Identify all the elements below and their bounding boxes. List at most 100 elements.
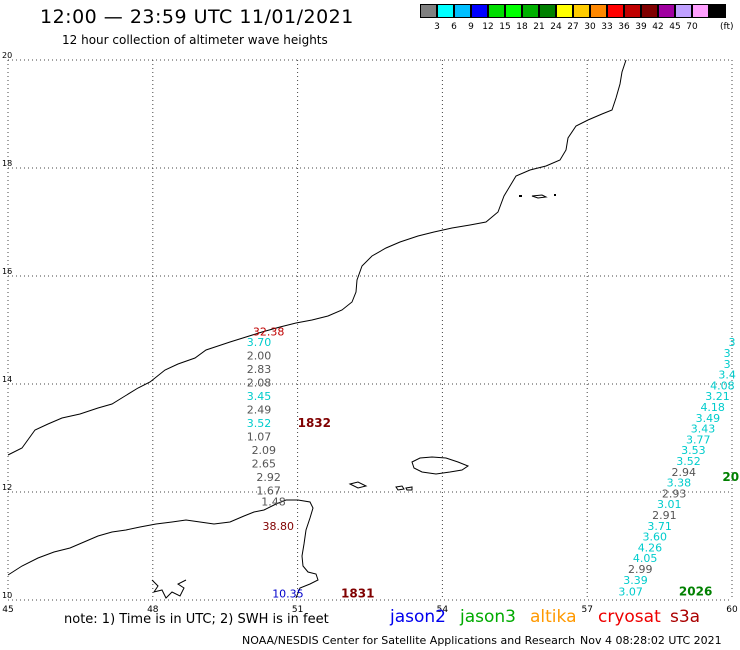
lon-tick-label: 57 [581, 605, 592, 615]
wave-height-value: 3.01 [657, 498, 682, 511]
legend-label: 30 [584, 22, 596, 32]
legend-swatch [505, 4, 522, 18]
legend-label: 42 [652, 22, 664, 32]
pass-time-labels: 1832 1831 20 2026 [298, 416, 739, 600]
wave-height-value: 3.49 [696, 412, 721, 425]
lat-tick-label: 20 [2, 51, 12, 60]
arabian-coast [7, 59, 627, 456]
wave-height-value: 2.99 [628, 563, 653, 576]
legend-label: 3 [434, 22, 440, 32]
legend-swatch [607, 4, 624, 18]
legend-label: 15 [499, 22, 511, 32]
wave-height-value: 3.4 [718, 369, 736, 382]
lat-tick-label: 16 [2, 267, 12, 276]
legend-swatch [437, 4, 454, 18]
wave-height-value: 3.38 [667, 477, 692, 490]
legend-swatch [692, 4, 709, 18]
legend-swatch [539, 4, 556, 18]
lat-tick-label: 14 [2, 375, 12, 384]
lon-tick-label: 45 [2, 605, 13, 615]
legend-swatch [658, 4, 675, 18]
legend-swatch [624, 4, 641, 18]
satellite-name: jason3 [460, 607, 516, 627]
wave-height-value: 2.00 [247, 350, 272, 363]
satellite-name: cryosat [598, 607, 661, 627]
legend-swatch [675, 4, 692, 18]
wave-height-value: 4.26 [638, 541, 663, 554]
legend-label: 18 [516, 22, 528, 32]
island [395, 485, 405, 491]
lat-tick-label: 12 [2, 483, 12, 492]
pass-time-label: 2026 [679, 585, 712, 599]
wave-height-value: 3.70 [247, 336, 272, 349]
wave-height-value: 2.83 [247, 363, 272, 376]
wave-height-value: 2.94 [671, 466, 696, 479]
wave-height-value: 4.08 [710, 379, 735, 392]
legend-label: 24 [550, 22, 562, 32]
legend-swatch [556, 4, 573, 18]
pass-time-label: 1831 [341, 586, 374, 600]
legend-swatch [420, 4, 437, 18]
legend-label: 36 [618, 22, 630, 32]
wave-height-value: 4.18 [700, 401, 725, 414]
wave-height-value: 2.93 [662, 487, 687, 500]
wave-height-value: 1.07 [247, 431, 272, 444]
legend-label: 33 [601, 22, 613, 32]
legend-label: 45 [669, 22, 681, 32]
wave-height-value: 3.53 [681, 444, 706, 457]
island [405, 486, 413, 491]
pass-time-label: 20 [722, 470, 739, 484]
legend-unit: (ft) [720, 22, 734, 32]
footer-note: note: 1) Time is in UTC; 2) SWH is in fe… [64, 612, 329, 627]
altimeter-track-east: 3333.44.083.214.183.493.433.773.533.522.… [618, 336, 736, 598]
wave-height-value: 3.21 [705, 390, 730, 403]
lon-tick-label: 51 [292, 605, 303, 615]
map-subtitle: 12 hour collection of altimeter wave hei… [62, 33, 328, 47]
wave-height-value: 3.71 [647, 520, 672, 533]
wave-height-value: 2.49 [247, 404, 272, 417]
legend-swatch [522, 4, 539, 18]
legend-swatch [709, 4, 726, 18]
satellite-name: altika [530, 607, 577, 627]
lon-tick-label: 48 [147, 605, 159, 615]
legend-label: 6 [451, 22, 457, 32]
altimeter-track-west: 32.383.702.002.832.083.452.493.521.072.0… [247, 325, 304, 600]
wave-height-value: 2.08 [247, 377, 272, 390]
wave-height-value: 1.48 [261, 496, 286, 509]
map-title: 12:00 — 23:59 UTC 11/01/2021 [40, 6, 354, 28]
generation-timestamp: Nov 4 08:28:02 UTC 2021 [580, 634, 722, 647]
island [348, 481, 368, 489]
satellite-name: jason2 [390, 607, 446, 627]
wave-height-value: 3.07 [618, 586, 643, 599]
wave-height-value: 3.39 [623, 574, 648, 587]
legend-swatch [573, 4, 590, 18]
coast-detail [151, 579, 187, 599]
wave-height-value: 3.52 [676, 455, 701, 468]
legend-swatch [454, 4, 471, 18]
legend-label: 27 [567, 22, 579, 32]
legend-label: 12 [482, 22, 494, 32]
satellite-name: s3a [670, 607, 701, 627]
wave-height-value: 32.38 [253, 325, 285, 338]
wave-height-value: 3 [724, 358, 731, 371]
lon-tick-label: 60 [726, 605, 738, 615]
wave-height-value: 3.77 [686, 433, 711, 446]
wave-height-value: 3 [729, 336, 736, 349]
legend-label: 9 [468, 22, 474, 32]
lat-tick-label: 10 [2, 591, 12, 600]
axis-tick-labels: 45 48 51 54 57 60 10 12 14 16 18 20 [2, 51, 738, 615]
wave-height-value: 3.52 [247, 417, 272, 430]
somalia-coast [7, 499, 319, 599]
wave-height-value: 1.67 [256, 485, 281, 498]
coastline [7, 59, 627, 599]
legend-swatch [471, 4, 488, 18]
graticule [7, 59, 733, 601]
wave-height-value: 2.91 [652, 509, 677, 522]
legend-label: 39 [635, 22, 647, 32]
wave-height-value: 2.65 [252, 458, 277, 471]
wave-height-value: 3.60 [643, 531, 668, 544]
island [531, 194, 548, 199]
legend-swatch [641, 4, 658, 18]
pass-time-label: 1832 [298, 416, 331, 430]
